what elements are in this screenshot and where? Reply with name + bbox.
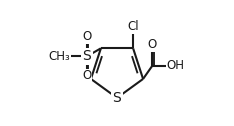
- Text: S: S: [82, 49, 91, 63]
- Text: OH: OH: [167, 59, 185, 72]
- Text: Cl: Cl: [127, 20, 139, 33]
- Text: O: O: [82, 30, 91, 43]
- Text: S: S: [113, 91, 121, 105]
- Text: O: O: [82, 69, 91, 83]
- Text: CH₃: CH₃: [48, 50, 70, 63]
- Text: O: O: [148, 38, 157, 52]
